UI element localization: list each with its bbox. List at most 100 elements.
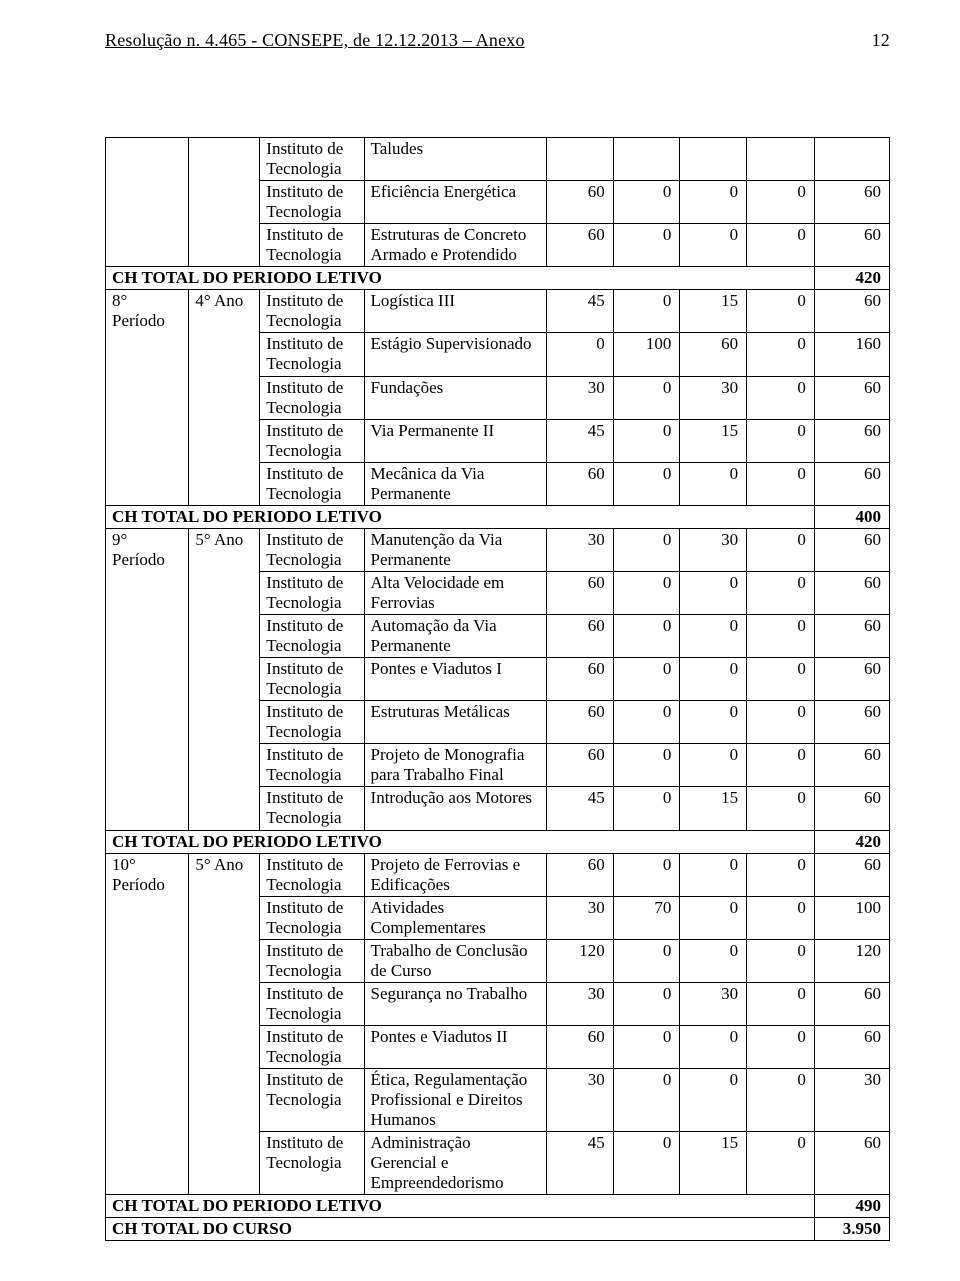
cell-unit: Instituto de Tecnologia <box>260 333 364 376</box>
cell-val: 60 <box>814 462 889 505</box>
cell-unit: Instituto de Tecnologia <box>260 528 364 571</box>
cell-val: 0 <box>613 181 680 224</box>
cell-val: 0 <box>613 658 680 701</box>
cell-val: 0 <box>613 571 680 614</box>
cell-val: 0 <box>747 744 815 787</box>
cell-val: 0 <box>613 462 680 505</box>
cell-val: 60 <box>546 181 613 224</box>
cell-val: 0 <box>613 528 680 571</box>
cell-val: 60 <box>814 982 889 1025</box>
cell-val: 0 <box>747 939 815 982</box>
cell-val: 100 <box>613 333 680 376</box>
cell-val <box>680 138 747 181</box>
total-value: 490 <box>814 1195 889 1218</box>
cell-val: 0 <box>680 615 747 658</box>
cell-subject: Segurança no Trabalho <box>364 982 546 1025</box>
cell-val: 0 <box>680 181 747 224</box>
cell-subject: Estruturas de Concreto Armado e Protendi… <box>364 224 546 267</box>
page-number: 12 <box>872 30 890 51</box>
cell-val: 60 <box>814 1025 889 1068</box>
cell-subject: Atividades Complementares <box>364 896 546 939</box>
cell-val: 0 <box>747 1069 815 1132</box>
cell-unit: Instituto de Tecnologia <box>260 181 364 224</box>
cell-val <box>747 138 815 181</box>
cell-val: 60 <box>546 224 613 267</box>
cell-unit: Instituto de Tecnologia <box>260 1132 364 1195</box>
cell-val: 60 <box>546 853 613 896</box>
cell-unit: Instituto de Tecnologia <box>260 224 364 267</box>
cell-val: 120 <box>814 939 889 982</box>
table-row: 9° Período 5° Ano Instituto de Tecnologi… <box>106 528 890 571</box>
cell-year: 5° Ano <box>189 853 260 1195</box>
cell-period: 10° Período <box>106 853 189 1195</box>
cell-val: 0 <box>613 1025 680 1068</box>
cell-val: 60 <box>546 462 613 505</box>
cell-val: 60 <box>814 181 889 224</box>
cell-period: 8° Período <box>106 290 189 505</box>
cell-val: 0 <box>680 744 747 787</box>
cell-val: 60 <box>546 1025 613 1068</box>
cell-val: 0 <box>613 787 680 830</box>
cell-unit: Instituto de Tecnologia <box>260 939 364 982</box>
cell-val: 0 <box>680 224 747 267</box>
cell-unit: Instituto de Tecnologia <box>260 701 364 744</box>
cell-val: 0 <box>747 224 815 267</box>
cell-val: 30 <box>546 376 613 419</box>
total-label: CH TOTAL DO PERIODO LETIVO <box>106 267 815 290</box>
cell-val: 0 <box>613 1132 680 1195</box>
cell-val <box>613 138 680 181</box>
total-row: CH TOTAL DO PERIODO LETIVO 400 <box>106 505 890 528</box>
cell-val: 60 <box>680 333 747 376</box>
cell-val: 100 <box>814 896 889 939</box>
cell-unit: Instituto de Tecnologia <box>260 462 364 505</box>
cell-unit: Instituto de Tecnologia <box>260 615 364 658</box>
cell-val: 0 <box>613 853 680 896</box>
total-label: CH TOTAL DO CURSO <box>106 1218 815 1241</box>
cell-val: 0 <box>747 896 815 939</box>
table-row: 10° Período 5° Ano Instituto de Tecnolog… <box>106 853 890 896</box>
total-value: 400 <box>814 505 889 528</box>
cell-val: 0 <box>747 419 815 462</box>
total-row: CH TOTAL DO CURSO 3.950 <box>106 1218 890 1241</box>
cell-val: 30 <box>680 982 747 1025</box>
cell-val: 60 <box>814 615 889 658</box>
total-label: CH TOTAL DO PERIODO LETIVO <box>106 1195 815 1218</box>
cell-val: 60 <box>546 658 613 701</box>
cell-unit: Instituto de Tecnologia <box>260 982 364 1025</box>
cell-subject: Projeto de Ferrovias e Edificações <box>364 853 546 896</box>
cell-val: 60 <box>546 744 613 787</box>
cell-val: 60 <box>814 419 889 462</box>
cell-year: 5° Ano <box>189 528 260 830</box>
cell-val: 0 <box>747 853 815 896</box>
cell-val: 0 <box>680 658 747 701</box>
cell-val: 30 <box>814 1069 889 1132</box>
cell-val: 60 <box>546 571 613 614</box>
total-value: 3.950 <box>814 1218 889 1241</box>
total-value: 420 <box>814 830 889 853</box>
cell-val: 30 <box>680 376 747 419</box>
cell-val: 0 <box>747 1132 815 1195</box>
cell-val: 60 <box>814 224 889 267</box>
cell-val: 0 <box>747 290 815 333</box>
cell-val: 30 <box>546 982 613 1025</box>
cell-val: 0 <box>747 1025 815 1068</box>
cell-year <box>189 138 260 267</box>
cell-subject: Estágio Supervisionado <box>364 333 546 376</box>
cell-unit: Instituto de Tecnologia <box>260 138 364 181</box>
total-row: CH TOTAL DO PERIODO LETIVO 420 <box>106 267 890 290</box>
curriculum-table: Instituto de Tecnologia Taludes Institut… <box>105 137 890 1241</box>
total-value: 420 <box>814 267 889 290</box>
cell-val: 15 <box>680 419 747 462</box>
cell-val: 0 <box>747 658 815 701</box>
cell-val: 0 <box>613 376 680 419</box>
cell-val: 15 <box>680 787 747 830</box>
cell-val: 0 <box>747 376 815 419</box>
cell-val: 0 <box>747 787 815 830</box>
cell-val: 0 <box>680 896 747 939</box>
cell-val: 45 <box>546 419 613 462</box>
total-label: CH TOTAL DO PERIODO LETIVO <box>106 505 815 528</box>
table-row: Instituto de Tecnologia Taludes <box>106 138 890 181</box>
cell-val: 30 <box>546 896 613 939</box>
cell-unit: Instituto de Tecnologia <box>260 896 364 939</box>
cell-val: 0 <box>613 615 680 658</box>
